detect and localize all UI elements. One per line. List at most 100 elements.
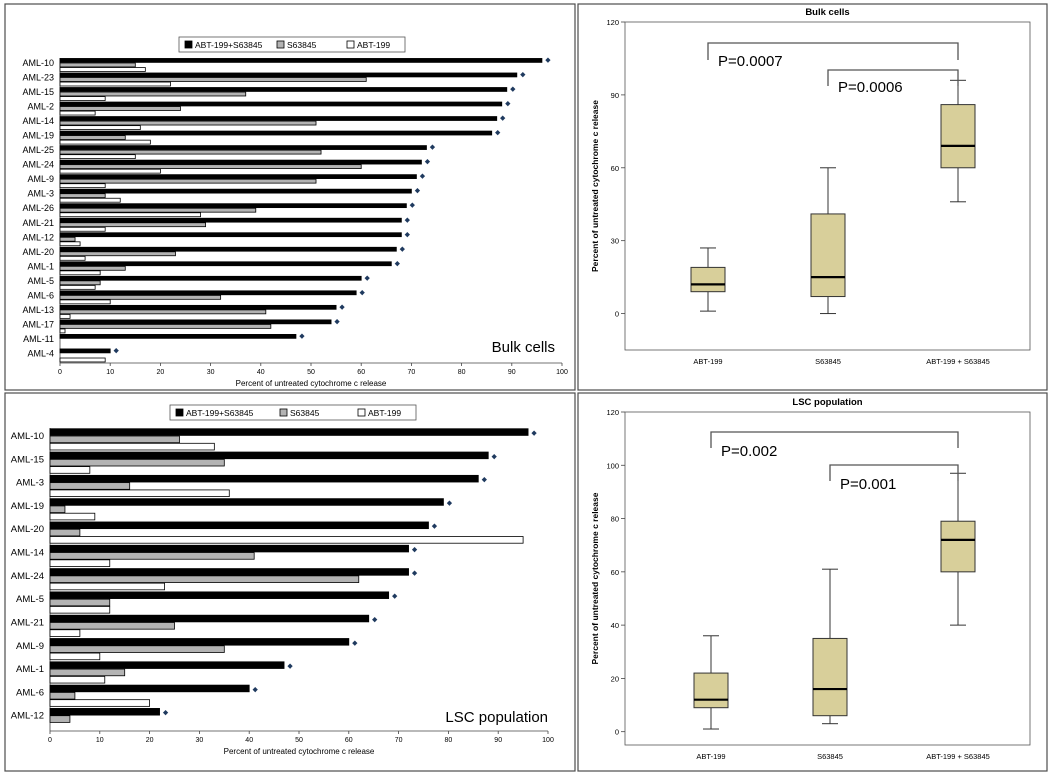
x-category-label: ABT-199 <box>696 752 725 761</box>
bar-combo <box>59 188 412 194</box>
bar-s63845 <box>49 458 225 467</box>
bar-combo <box>49 614 370 623</box>
legend-swatch <box>276 40 285 49</box>
bar-s63845 <box>59 62 136 68</box>
significance-marker: ◆ <box>392 593 398 600</box>
bar-s63845 <box>59 294 222 300</box>
bar-s63845 <box>59 251 176 257</box>
category-label: AML-19 <box>11 501 44 512</box>
bar-s63845 <box>59 164 362 169</box>
bar-abt199 <box>49 536 524 544</box>
bar-s63845 <box>59 207 257 213</box>
category-label: AML-24 <box>11 571 44 582</box>
x-category-label: S63845 <box>817 752 843 761</box>
bar-s63845 <box>49 668 126 677</box>
category-label: AML-14 <box>22 116 54 126</box>
box-iqr <box>690 266 726 293</box>
x-tick-label: 100 <box>542 737 554 744</box>
significance-marker: ◆ <box>114 347 120 354</box>
significance-marker: ◆ <box>531 430 537 437</box>
category-label: AML-5 <box>27 276 54 286</box>
bar-abt199 <box>59 314 71 319</box>
significance-marker: ◆ <box>447 500 453 507</box>
significance-marker: ◆ <box>395 260 401 267</box>
category-label: AML-20 <box>11 524 44 535</box>
significance-marker: ◆ <box>365 275 371 282</box>
bar-abt199 <box>49 489 230 497</box>
y-tick-label: 90 <box>611 91 619 100</box>
category-label: AML-21 <box>22 218 54 228</box>
category-label: AML-24 <box>22 160 54 170</box>
bar-combo <box>59 87 508 92</box>
category-label: AML-5 <box>16 594 44 605</box>
x-tick-label: 0 <box>58 369 62 376</box>
y-tick-label: 60 <box>611 164 619 173</box>
significance-marker: ◆ <box>410 202 416 209</box>
category-label: AML-15 <box>11 454 44 465</box>
bar-abt199 <box>49 582 165 591</box>
significance-marker: ◆ <box>482 477 488 484</box>
significance-marker: ◆ <box>492 453 498 460</box>
bar-s63845 <box>49 528 81 537</box>
significance-marker: ◆ <box>299 333 305 340</box>
significance-marker: ◆ <box>412 570 418 577</box>
bar-s63845 <box>59 120 317 126</box>
bar-combo <box>49 591 390 599</box>
bar-abt199 <box>59 125 141 130</box>
significance-marker: ◆ <box>334 318 340 325</box>
bar-combo <box>59 246 397 252</box>
category-label: AML-9 <box>16 641 44 652</box>
bar-s63845 <box>59 149 322 155</box>
significance-marker: ◆ <box>432 523 438 530</box>
bar-combo <box>49 661 285 669</box>
bar-s63845 <box>49 715 71 723</box>
bar-abt199 <box>59 284 96 290</box>
bar-abt199 <box>49 512 96 521</box>
bar-combo <box>59 261 392 267</box>
bar-combo <box>59 319 332 325</box>
bar-abt199 <box>59 299 111 305</box>
bar-combo <box>59 290 357 296</box>
legend-box <box>169 404 417 421</box>
legend-label: ABT-199 <box>357 40 390 50</box>
significance-marker: ◆ <box>163 710 169 717</box>
x-tick-label: 70 <box>408 369 416 376</box>
y-axis-label: Percent of untreated cytochrome c releas… <box>590 492 600 664</box>
y-tick-label: 20 <box>611 674 619 683</box>
bar-abt199 <box>49 652 101 661</box>
bar-combo <box>49 498 444 506</box>
x-category-label: ABT-199 + S63845 <box>926 752 990 761</box>
legend-swatch <box>279 408 288 417</box>
significance-marker: ◆ <box>505 101 511 108</box>
p-value-label: P=0.002 <box>721 443 777 460</box>
panel-c-frame <box>577 3 1048 391</box>
legend-label: S63845 <box>290 408 320 418</box>
bar-s63845 <box>59 265 126 271</box>
bar-combo <box>59 232 402 238</box>
x-tick-label: 80 <box>458 369 466 376</box>
bar-combo <box>49 568 409 576</box>
box-iqr <box>940 104 976 169</box>
bar-abt199 <box>49 699 150 707</box>
significance-bracket <box>827 69 959 86</box>
bar-combo <box>59 174 417 179</box>
category-label: AML-23 <box>22 73 54 83</box>
x-tick-label: 40 <box>257 369 265 376</box>
category-label: AML-2 <box>27 102 54 112</box>
y-tick-label: 120 <box>606 18 619 27</box>
bar-combo <box>59 116 498 121</box>
bar-abt199 <box>59 226 106 232</box>
bar-abt199 <box>59 328 66 334</box>
significance-marker: ◆ <box>495 130 501 137</box>
x-tick-label: 60 <box>345 737 353 744</box>
x-tick-label: 60 <box>357 369 365 376</box>
bar-abt199 <box>59 241 81 247</box>
bar-s63845 <box>59 222 206 228</box>
x-tick-label: 20 <box>157 369 165 376</box>
y-tick-label: 60 <box>611 568 619 577</box>
box-iqr <box>940 520 976 573</box>
category-label: AML-21 <box>11 617 44 628</box>
category-label: AML-1 <box>16 664 44 675</box>
bar-abt199 <box>59 139 151 145</box>
